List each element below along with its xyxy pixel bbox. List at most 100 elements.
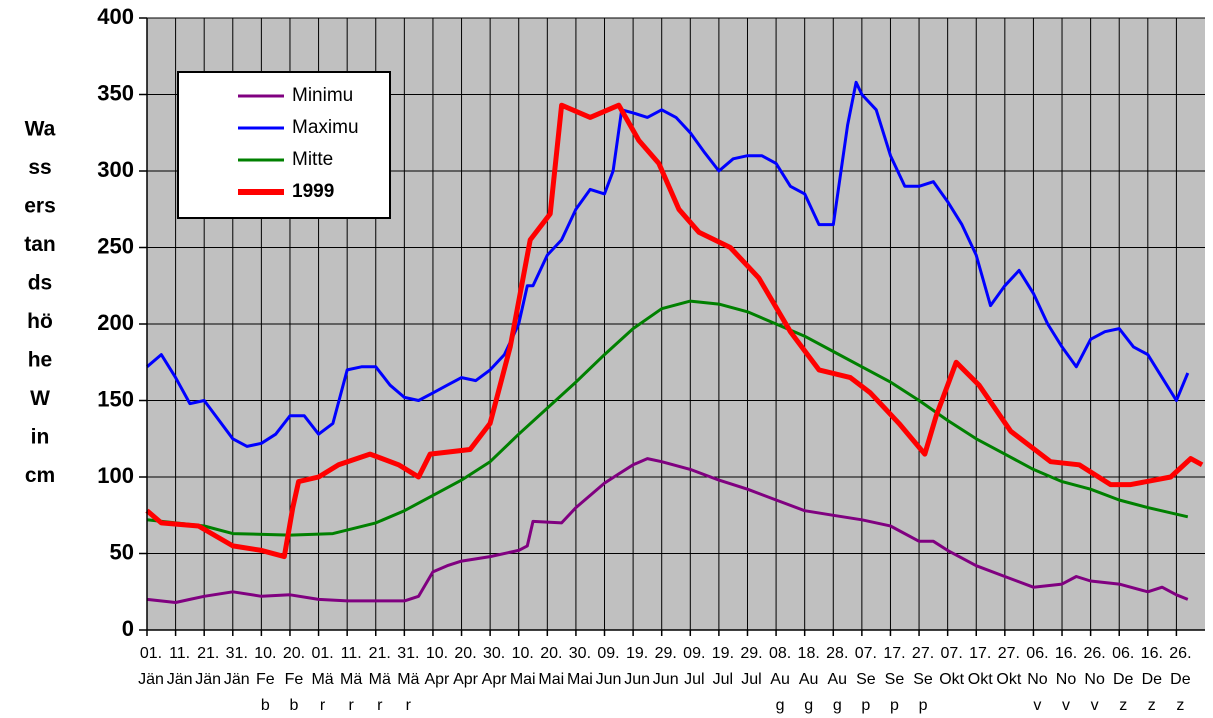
x-tick-label: Mä xyxy=(397,671,419,688)
x-tick-label: 28. xyxy=(826,645,848,662)
x-tick-label: Se xyxy=(913,671,933,688)
series-line xyxy=(146,457,1189,604)
legend xyxy=(177,71,391,219)
x-tick-label: g xyxy=(833,697,842,714)
x-tick-label: 20. xyxy=(283,645,305,662)
x-tick-label: 16. xyxy=(1141,645,1163,662)
x-tick-label: v xyxy=(1033,697,1041,714)
y-tick-label: 250 xyxy=(97,233,134,258)
y-axis-label: W xyxy=(30,387,50,410)
x-tick-label: 07. xyxy=(855,645,877,662)
y-tick-label: 100 xyxy=(97,463,134,488)
x-tick-label: 19. xyxy=(626,645,648,662)
x-tick-label: 17. xyxy=(969,645,991,662)
y-tick-label: 200 xyxy=(97,310,134,335)
x-tick-label: Jän xyxy=(224,671,250,688)
x-tick-label: Apr xyxy=(482,671,508,688)
y-axis-label: tan xyxy=(24,233,56,256)
legend-label: Minimu xyxy=(292,85,353,106)
x-tick-label: 31. xyxy=(226,645,248,662)
x-tick-label: p xyxy=(890,697,899,714)
x-tick-label: r xyxy=(348,697,354,714)
x-tick-label: Apr xyxy=(424,671,450,688)
series-line xyxy=(146,299,1189,537)
x-tick-label: De xyxy=(1142,671,1163,688)
x-tick-label: 11. xyxy=(341,645,362,662)
x-tick-label: 06. xyxy=(1026,645,1048,662)
x-tick-label: Se xyxy=(885,671,905,688)
x-tick-label: 06. xyxy=(1112,645,1134,662)
x-tick-label: 17. xyxy=(883,645,905,662)
y-tick-label: 350 xyxy=(97,80,134,105)
x-tick-label: De xyxy=(1113,671,1134,688)
series-line xyxy=(145,102,1204,560)
x-tick-label: Fe xyxy=(285,671,304,688)
y-axis-label: hö xyxy=(27,310,53,333)
x-tick-label: Okt xyxy=(939,671,964,688)
x-tick-label: Jun xyxy=(596,671,622,688)
x-tick-label: Jun xyxy=(653,671,679,688)
x-tick-label: De xyxy=(1170,671,1191,688)
x-tick-label: b xyxy=(290,697,299,714)
x-tick-label: 27. xyxy=(998,645,1020,662)
x-tick-label: p xyxy=(861,697,870,714)
x-tick-label: 21. xyxy=(197,645,219,662)
x-tick-label: v xyxy=(1091,697,1099,714)
x-tick-label: z xyxy=(1176,697,1184,714)
x-tick-label: 29. xyxy=(740,645,762,662)
legend-label: Mitte xyxy=(292,149,333,170)
x-tick-label: Jul xyxy=(713,671,733,688)
y-axis-label: cm xyxy=(25,464,55,487)
x-tick-label: Au xyxy=(770,671,790,688)
x-tick-label: Se xyxy=(856,671,876,688)
x-tick-label: No xyxy=(1056,671,1077,688)
x-tick-label: 30. xyxy=(569,645,591,662)
x-tick-label: Jul xyxy=(684,671,704,688)
x-tick-label: Okt xyxy=(996,671,1021,688)
y-tick-label: 400 xyxy=(97,4,134,29)
x-tick-label: 11. xyxy=(169,645,190,662)
y-axis-label: ds xyxy=(28,272,53,295)
y-tick-label: 150 xyxy=(97,386,134,411)
y-tick-label: 0 xyxy=(122,616,134,641)
x-tick-label: 10. xyxy=(254,645,276,662)
x-tick-label: 01. xyxy=(140,645,162,662)
y-tick-label: 50 xyxy=(110,539,134,564)
x-tick-label: 31. xyxy=(397,645,419,662)
x-tick-label: Mai xyxy=(538,671,564,688)
x-tick-label: 26. xyxy=(1169,645,1191,662)
x-tick-label: b xyxy=(261,697,270,714)
x-tick-label: 07. xyxy=(941,645,963,662)
y-tick-label: 300 xyxy=(97,157,134,182)
x-tick-label: Mä xyxy=(369,671,391,688)
x-tick-label: 20. xyxy=(454,645,476,662)
x-tick-label: Jän xyxy=(195,671,221,688)
x-tick-label: 16. xyxy=(1055,645,1077,662)
x-tick-label: Fe xyxy=(256,671,275,688)
legend-label: 1999 xyxy=(292,181,334,202)
y-axis-label: in xyxy=(31,426,50,449)
y-axis-label: ss xyxy=(28,156,51,179)
x-tick-label: 20. xyxy=(540,645,562,662)
x-tick-label: Jän xyxy=(138,671,164,688)
x-tick-label: 10. xyxy=(512,645,534,662)
x-tick-label: z xyxy=(1119,697,1127,714)
x-tick-label: Jän xyxy=(167,671,193,688)
x-tick-label: z xyxy=(1148,697,1156,714)
x-tick-label: Mai xyxy=(567,671,593,688)
x-tick-label: g xyxy=(804,697,813,714)
x-tick-label: v xyxy=(1062,697,1070,714)
series-line xyxy=(146,80,1190,448)
x-tick-label: r xyxy=(377,697,383,714)
x-tick-label: 19. xyxy=(712,645,734,662)
y-axis-label: he xyxy=(28,349,53,372)
x-tick-label: 30. xyxy=(483,645,505,662)
x-tick-label: Au xyxy=(827,671,847,688)
x-tick-label: Mä xyxy=(340,671,362,688)
x-tick-label: Mai xyxy=(510,671,536,688)
x-tick-label: 26. xyxy=(1083,645,1105,662)
x-tick-label: 18. xyxy=(798,645,820,662)
x-tick-label: r xyxy=(320,697,326,714)
x-tick-label: p xyxy=(919,697,928,714)
x-tick-label: Au xyxy=(799,671,819,688)
